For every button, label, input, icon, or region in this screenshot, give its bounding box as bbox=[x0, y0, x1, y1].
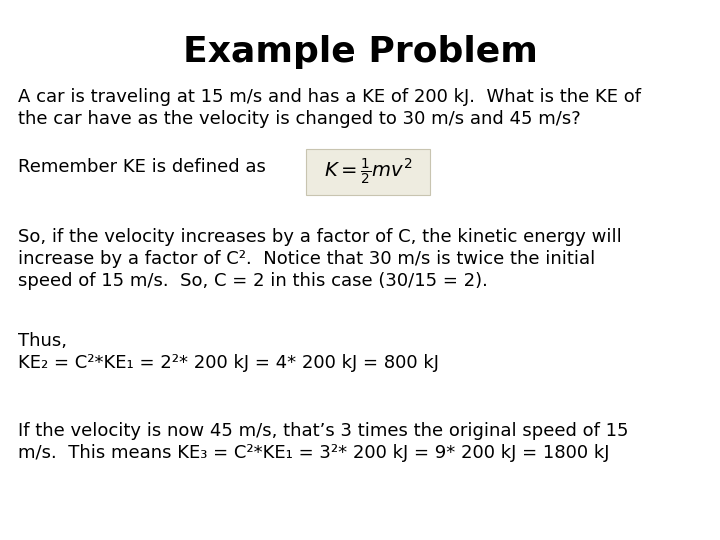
Text: $K = \frac{1}{2}mv^2$: $K = \frac{1}{2}mv^2$ bbox=[324, 157, 413, 187]
FancyBboxPatch shape bbox=[306, 149, 430, 195]
Text: m/s.  This means KE₃ = C²*KE₁ = 3²* 200 kJ = 9* 200 kJ = 1800 kJ: m/s. This means KE₃ = C²*KE₁ = 3²* 200 k… bbox=[18, 444, 610, 462]
Text: speed of 15 m/s.  So, C = 2 in this case (30/15 = 2).: speed of 15 m/s. So, C = 2 in this case … bbox=[18, 272, 488, 290]
Text: So, if the velocity increases by a factor of C, the kinetic energy will: So, if the velocity increases by a facto… bbox=[18, 228, 622, 246]
Text: KE₂ = C²*KE₁ = 2²* 200 kJ = 4* 200 kJ = 800 kJ: KE₂ = C²*KE₁ = 2²* 200 kJ = 4* 200 kJ = … bbox=[18, 354, 439, 372]
Text: the car have as the velocity is changed to 30 m/s and 45 m/s?: the car have as the velocity is changed … bbox=[18, 110, 581, 128]
Text: Remember KE is defined as: Remember KE is defined as bbox=[18, 158, 266, 176]
Text: Thus,: Thus, bbox=[18, 332, 67, 350]
Text: If the velocity is now 45 m/s, that’s 3 times the original speed of 15: If the velocity is now 45 m/s, that’s 3 … bbox=[18, 422, 629, 440]
Text: increase by a factor of C².  Notice that 30 m/s is twice the initial: increase by a factor of C². Notice that … bbox=[18, 250, 595, 268]
Text: Example Problem: Example Problem bbox=[183, 35, 537, 69]
Text: A car is traveling at 15 m/s and has a KE of 200 kJ.  What is the KE of: A car is traveling at 15 m/s and has a K… bbox=[18, 88, 641, 106]
